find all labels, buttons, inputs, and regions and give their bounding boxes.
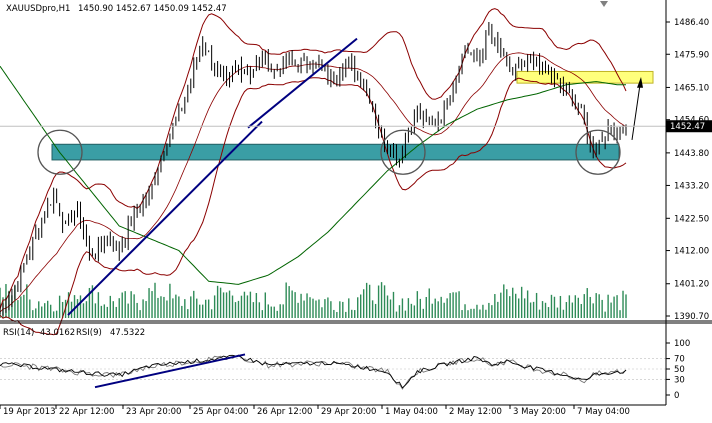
price-panel-background bbox=[0, 0, 666, 321]
rsi-tick-label: 100 bbox=[674, 339, 690, 349]
support-zone bbox=[51, 143, 620, 161]
projection-arrow bbox=[631, 84, 641, 141]
current-price-label: 1452.47 bbox=[670, 122, 705, 132]
highlight-circle bbox=[575, 129, 621, 175]
bollinger-upper bbox=[0, 8, 627, 310]
time-tick-label: 22 Apr 12:00 bbox=[59, 407, 114, 417]
rsi14-value: 43.0162 bbox=[40, 328, 75, 338]
price-tick-label: 1465.10 bbox=[674, 83, 709, 93]
trendline-support bbox=[67, 120, 263, 316]
time-tick-label: 23 Apr 20:00 bbox=[126, 407, 181, 417]
price-plot-area bbox=[0, 8, 654, 336]
rsi-plot-area bbox=[0, 353, 666, 390]
rsi14-line bbox=[0, 354, 627, 389]
current-price-box bbox=[666, 120, 712, 133]
resistance-zone bbox=[516, 70, 654, 84]
rsi9-name: RSI(9) bbox=[76, 328, 102, 338]
time-tick-label: 7 May 04:00 bbox=[577, 407, 630, 417]
price-tick-label: 1412.00 bbox=[674, 247, 709, 257]
rsi9-line bbox=[0, 354, 627, 390]
chart-header: XAUUSDpro,H1 1450.90 1452.67 1450.09 145… bbox=[6, 4, 227, 14]
highlight-circle bbox=[380, 129, 426, 175]
time-tick-label: 2 May 12:00 bbox=[449, 407, 502, 417]
rsi-tick-label: 30 bbox=[674, 375, 685, 385]
rsi-tick-label: 0 bbox=[674, 391, 679, 401]
time-tick-label: 19 Apr 2013 bbox=[3, 407, 56, 417]
symbol-label: XAUUSDpro,H1 bbox=[6, 4, 70, 14]
price-tick-label: 1433.20 bbox=[674, 181, 709, 191]
price-tick-label: 1443.80 bbox=[674, 149, 709, 159]
rsi-tick-label: 50 bbox=[674, 365, 685, 375]
price-tick-label: 1401.20 bbox=[674, 280, 709, 290]
time-tick-label: 29 Apr 20:00 bbox=[321, 407, 376, 417]
rsi-header: RSI(14) 43.0162 RSI(9) 47.5322 bbox=[3, 328, 145, 338]
time-axis: 19 Apr 2013 22 Apr 12:00 23 Apr 20:00 25 Ap… bbox=[0, 405, 630, 417]
rsi-tick-label: 70 bbox=[674, 355, 685, 365]
rsi14-name: RSI(14) bbox=[3, 328, 34, 338]
rsi9-value: 47.5322 bbox=[110, 328, 145, 338]
time-tick-label: 1 May 04:00 bbox=[385, 407, 438, 417]
trendline-support-upper bbox=[247, 37, 358, 129]
ohlc-label: 1450.90 1452.67 1450.09 1452.47 bbox=[78, 4, 227, 14]
time-tick-label: 25 Apr 04:00 bbox=[193, 407, 248, 417]
price-tick-label: 1475.90 bbox=[674, 50, 709, 60]
price-tick-label: 1390.70 bbox=[674, 312, 709, 322]
price-axis: 1486.401475.901465.101454.601443.801433.… bbox=[0, 18, 712, 322]
rsi-trendline bbox=[94, 353, 246, 389]
price-tick-label: 1422.50 bbox=[674, 214, 709, 224]
bollinger-lower bbox=[0, 77, 627, 336]
moving-average-line bbox=[0, 65, 626, 285]
time-tick-label: 26 Apr 12:00 bbox=[257, 407, 312, 417]
projection-arrowhead bbox=[637, 76, 643, 88]
highlight-circle bbox=[37, 129, 83, 175]
price-tick-label: 1486.40 bbox=[674, 18, 709, 28]
chart-shift-marker-icon[interactable] bbox=[600, 1, 608, 7]
time-tick-label: 3 May 20:00 bbox=[513, 407, 566, 417]
